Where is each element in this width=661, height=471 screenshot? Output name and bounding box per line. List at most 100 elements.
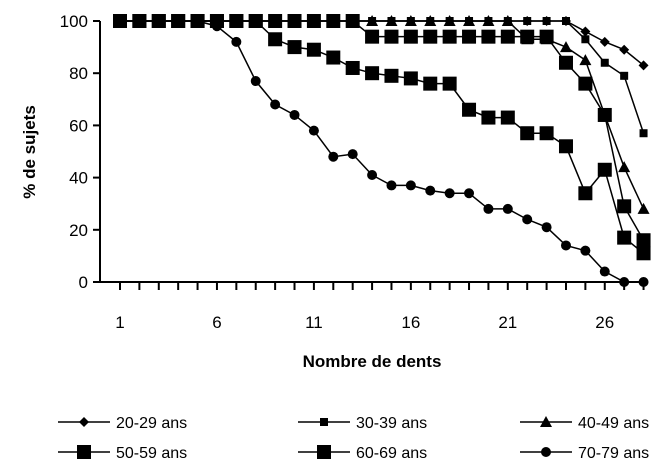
data-point [153, 16, 164, 26]
y-tick-label: 20 [69, 221, 88, 240]
data-point [306, 14, 321, 28]
data-point [597, 107, 612, 122]
data-point [424, 15, 437, 26]
data-point [385, 15, 398, 26]
legend-item-5: 60-69 ans [298, 445, 427, 462]
data-point [599, 36, 610, 47]
data-point [558, 139, 573, 154]
data-point [481, 29, 496, 44]
data-point [580, 26, 591, 37]
data-point [250, 76, 261, 87]
data-point [558, 55, 573, 70]
legend-item-2: 30-39 ans [298, 415, 427, 432]
data-point [639, 129, 648, 138]
axes [93, 20, 645, 290]
data-point [636, 246, 651, 261]
data-point [542, 17, 551, 25]
data-point [287, 14, 302, 28]
x-tick-label: 6 [212, 313, 221, 332]
data-point [326, 50, 341, 65]
series-2 [116, 17, 648, 138]
data-point [482, 15, 495, 26]
data-point [425, 185, 436, 196]
data-point [306, 42, 321, 57]
data-point [520, 126, 535, 141]
y-tick-label: 60 [69, 116, 88, 135]
data-point [501, 15, 514, 26]
data-point [367, 169, 378, 180]
legend-marker [540, 416, 552, 427]
data-point [599, 266, 610, 277]
data-point [365, 29, 380, 44]
data-point [617, 230, 632, 245]
data-point [347, 149, 358, 160]
data-point [560, 240, 571, 251]
data-point [211, 21, 222, 32]
data-point [597, 162, 612, 177]
legend-label: 20-29 ans [116, 415, 187, 432]
data-point [559, 41, 572, 53]
series-line [120, 20, 645, 134]
legend-marker [320, 418, 328, 426]
data-point [500, 110, 515, 125]
x-tick-label: 26 [595, 313, 614, 332]
data-point [404, 15, 417, 26]
data-point [442, 76, 457, 91]
data-point [345, 60, 360, 75]
data-point [229, 14, 244, 28]
data-point [463, 15, 476, 26]
legend-label: 40-49 ans [578, 415, 649, 432]
data-point [386, 180, 397, 191]
data-point [539, 29, 554, 44]
data-point [638, 277, 649, 287]
data-point [500, 29, 515, 44]
series-line [120, 20, 645, 241]
data-point [600, 58, 609, 67]
x-tick-label: 11 [305, 313, 323, 332]
data-point [287, 40, 302, 55]
data-point [580, 245, 591, 256]
data-point [502, 203, 513, 214]
y-tick-label: 100 [60, 12, 88, 31]
data-point [289, 109, 300, 120]
data-point [541, 222, 552, 233]
legend-item-4: 50-59 ans [58, 445, 187, 462]
legend-label: 70-79 ans [578, 445, 649, 462]
data-point [578, 186, 593, 201]
data-point [270, 99, 281, 110]
data-point [345, 14, 360, 28]
x-tick-label: 1 [115, 313, 124, 332]
data-point [423, 76, 438, 91]
data-point [442, 29, 457, 44]
data-point [620, 71, 629, 80]
data-point [618, 161, 631, 173]
legend-item-3: 40-49 ans [520, 415, 649, 432]
data-point [326, 14, 341, 28]
data-point [539, 126, 554, 141]
data-point [481, 110, 496, 125]
legend-label: 60-69 ans [356, 445, 427, 462]
data-point [579, 54, 592, 66]
series-line [120, 20, 644, 283]
legend-item-1: 20-29 ans [58, 415, 187, 432]
data-point [462, 102, 477, 117]
data-point [619, 277, 630, 287]
data-point [423, 29, 438, 44]
legend-marker [541, 447, 551, 457]
data-point [384, 68, 399, 83]
data-point [308, 125, 319, 136]
data-point [134, 16, 145, 26]
data-point [403, 29, 418, 44]
data-point [443, 15, 456, 26]
data-point [384, 29, 399, 44]
y-tick-label: 80 [69, 64, 88, 83]
series-line [120, 20, 645, 254]
data-point [617, 199, 632, 214]
data-point [581, 35, 590, 44]
x-axis-title: Nombre de dents [303, 352, 442, 371]
y-tick-label: 40 [69, 169, 88, 188]
legend-label: 50-59 ans [116, 445, 187, 462]
